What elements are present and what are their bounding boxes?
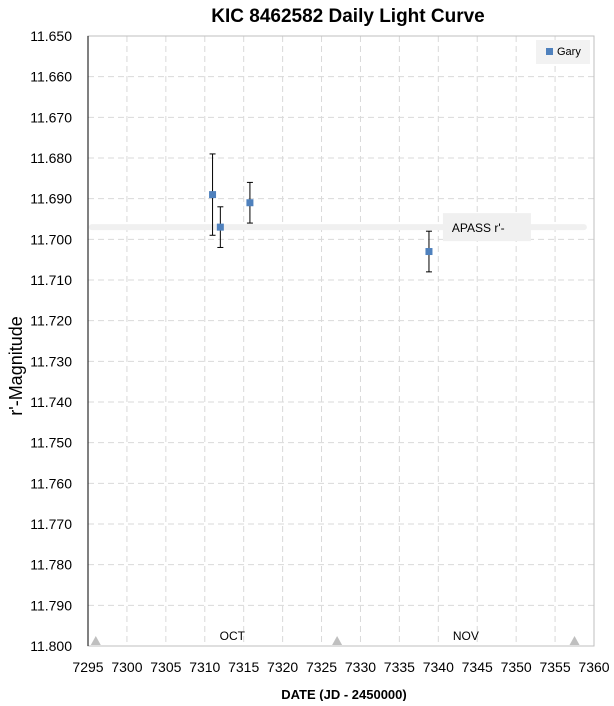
x-tick-label: 7300 (111, 659, 142, 675)
plot-area-border (87, 35, 595, 647)
y-axis-label: r'-Magnitude (6, 316, 26, 415)
axes: 7295 7300 7305 7310 7315 7320 7325 7330 7335 7340… (30, 28, 610, 675)
legend-box (536, 40, 590, 64)
month-marker (332, 636, 343, 645)
reference-line-label: APASS r'- (452, 221, 505, 235)
month-label: OCT (220, 629, 246, 643)
y-tick-label: 11.740 (30, 394, 72, 410)
x-tick-label: 7330 (345, 659, 376, 675)
x-tick-label: 7310 (189, 659, 220, 675)
y-tick-label: 11.710 (30, 272, 72, 288)
x-tick-label: 7345 (462, 659, 493, 675)
data-series (209, 153, 433, 273)
month-label: NOV (453, 629, 479, 643)
reference-line-group: APASS r'- (88, 213, 587, 242)
y-tick-label: 11.720 (30, 313, 72, 329)
x-tick-label: 7325 (306, 659, 337, 675)
reference-line-label-box (442, 213, 531, 242)
legend-marker (546, 48, 553, 55)
month-marker (569, 636, 580, 645)
y-tick-label: 11.800 (30, 638, 72, 654)
data-point (209, 191, 217, 199)
y-tick-label: 11.760 (30, 475, 72, 491)
x-tick-label: 7315 (228, 659, 259, 675)
x-tick-label: 7305 (150, 659, 181, 675)
y-tick-label: 11.750 (30, 435, 72, 451)
x-tick-label: 7360 (578, 659, 609, 675)
data-point (425, 248, 433, 256)
y-tick-label: 11.730 (30, 353, 72, 369)
y-tick-label: 11.650 (30, 28, 72, 44)
y-tick-label: 11.690 (30, 191, 72, 207)
x-tick-label: 7350 (501, 659, 532, 675)
y-tick-label: 11.680 (30, 150, 72, 166)
y-tick-label: 11.700 (30, 231, 72, 247)
x-axis-label: DATE (JD - 2450000) (281, 687, 406, 701)
y-tick-label: 11.660 (30, 69, 72, 85)
y-tick-label: 11.670 (30, 109, 72, 125)
x-tick-label: 7340 (423, 659, 454, 675)
x-tick-label: 7295 (72, 659, 103, 675)
data-point (246, 199, 254, 207)
x-tick-label: 7335 (384, 659, 415, 675)
grid (88, 36, 594, 646)
legend-label: Gary (557, 46, 581, 58)
x-tick-label: 7320 (267, 659, 298, 675)
month-markers: OCT NOV (90, 629, 580, 645)
chart-title: KIC 8462582 Daily Light Curve (211, 6, 485, 27)
month-marker (90, 636, 101, 645)
y-tick-label: 11.770 (30, 516, 72, 532)
y-tick-label: 11.780 (30, 557, 72, 573)
data-point (216, 223, 224, 231)
x-tick-label: 7355 (539, 659, 570, 675)
legend: Gary (536, 40, 590, 64)
y-tick-label: 11.790 (30, 597, 72, 613)
